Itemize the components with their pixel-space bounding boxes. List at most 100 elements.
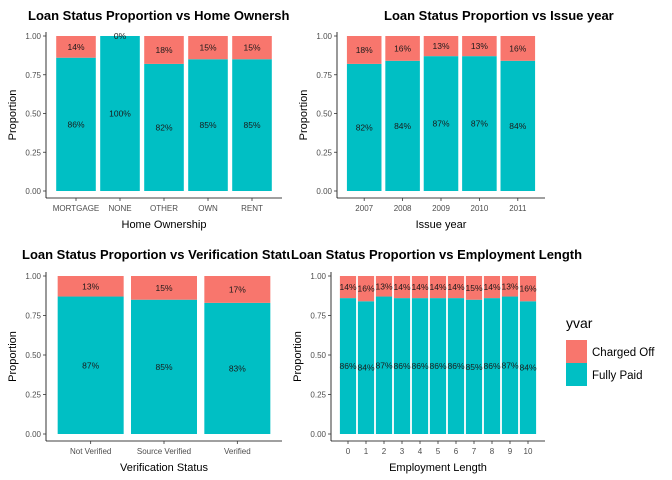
x-tick-label: 0 — [346, 447, 351, 456]
bar-fully-paid — [465, 299, 483, 434]
x-tick-label: 7 — [472, 447, 477, 456]
bar-charged-off — [447, 276, 465, 299]
y-axis-title: Proportion — [7, 90, 19, 141]
x-tick-label: 5 — [436, 447, 441, 456]
data-label-charged-off: 15% — [199, 43, 216, 53]
data-label-fully-paid: 87% — [432, 119, 449, 129]
data-label-fully-paid: 86% — [339, 361, 356, 371]
bar-charged-off — [423, 36, 459, 57]
data-label-fully-paid: 86% — [67, 119, 84, 129]
bar-fully-paid — [411, 298, 429, 434]
bar-fully-paid — [357, 301, 375, 434]
bar-charged-off — [56, 36, 96, 58]
x-tick-label: 8 — [490, 447, 495, 456]
x-axis-title: Verification Status — [120, 462, 209, 474]
data-label-fully-paid: 87% — [375, 360, 392, 370]
bar-charged-off — [232, 36, 272, 60]
y-tick-label: 0.50 — [25, 351, 41, 360]
data-label-charged-off: 14% — [411, 282, 428, 292]
y-tick-label: 1.00 — [25, 32, 41, 41]
bar-charged-off — [501, 276, 519, 297]
x-tick-label: Source Verified — [137, 447, 191, 456]
data-label-charged-off: 18% — [356, 45, 373, 55]
bar-charged-off — [131, 276, 197, 300]
data-label-charged-off: 13% — [375, 281, 392, 291]
x-axis-title: Employment Length — [389, 462, 487, 474]
data-label-charged-off: 16% — [394, 43, 411, 53]
x-tick-label: RENT — [241, 204, 263, 213]
bar-charged-off — [519, 276, 537, 302]
data-label-fully-paid: 85% — [243, 120, 260, 130]
x-tick-label: 2008 — [394, 204, 412, 213]
bar-charged-off — [188, 36, 228, 60]
x-axis-title: Issue year — [416, 219, 467, 231]
x-tick-label: NONE — [108, 204, 131, 213]
bar-charged-off — [393, 276, 411, 299]
bar-charged-off — [375, 276, 393, 297]
bar-fully-paid — [483, 298, 501, 434]
y-tick-label: 0.25 — [310, 391, 326, 400]
data-label-fully-paid: 82% — [155, 122, 172, 132]
data-label-fully-paid: 86% — [447, 361, 464, 371]
bar-fully-paid — [500, 60, 536, 191]
x-tick-label: 2009 — [432, 204, 450, 213]
data-label-fully-paid: 86% — [393, 361, 410, 371]
panel-title: Loan Status Proportion vs Home Ownership — [28, 8, 301, 23]
data-label-fully-paid: 83% — [229, 363, 246, 373]
bar-fully-paid — [57, 296, 124, 434]
y-tick-label: 0.50 — [25, 110, 41, 119]
data-label-fully-paid: 87% — [501, 360, 518, 370]
chart-panel-2: Loan Status Proportion vs Issue year 0.00… — [298, 8, 614, 231]
panel-title: Loan Status Proportion vs Verification S… — [22, 247, 302, 262]
data-label-charged-off: 16% — [519, 284, 536, 294]
bar-charged-off — [57, 276, 124, 297]
bar-charged-off — [411, 276, 429, 299]
data-label-charged-off: 17% — [229, 284, 246, 294]
data-label-fully-paid: 84% — [519, 363, 536, 373]
data-label-fully-paid: 87% — [82, 360, 99, 370]
data-label-charged-off: 16% — [357, 284, 374, 294]
data-label-fully-paid: 87% — [471, 119, 488, 129]
y-tick-label: 0.00 — [25, 430, 41, 439]
data-label-charged-off: 13% — [471, 41, 488, 51]
bar-charged-off — [144, 36, 184, 64]
data-label-fully-paid: 86% — [429, 361, 446, 371]
data-label-fully-paid: 86% — [411, 361, 428, 371]
bar-charged-off — [483, 276, 501, 299]
y-axis-title: Proportion — [292, 331, 304, 382]
y-tick-label: 0.50 — [310, 351, 326, 360]
bar-fully-paid — [100, 36, 140, 191]
bar-fully-paid — [519, 301, 537, 434]
x-tick-label: 10 — [524, 447, 533, 456]
bar-fully-paid — [56, 57, 96, 192]
data-label-charged-off: 18% — [155, 45, 172, 55]
y-tick-label: 0.00 — [316, 187, 332, 196]
y-tick-label: 1.00 — [310, 272, 326, 281]
bar-fully-paid — [131, 299, 197, 434]
panel-title: Loan Status Proportion vs Employment Len… — [291, 247, 582, 262]
chart-panel-3: Loan Status Proportion vs Verification S… — [7, 247, 302, 474]
x-tick-label: 4 — [418, 447, 423, 456]
legend-swatch-charged-off — [566, 340, 587, 363]
data-label-charged-off: 15% — [155, 283, 172, 293]
bar-fully-paid — [339, 298, 357, 434]
x-tick-label: 9 — [508, 447, 513, 456]
y-tick-label: 0.50 — [316, 110, 332, 119]
bar-fully-paid — [144, 63, 184, 191]
x-tick-label: Not Verified — [70, 447, 111, 456]
data-label-charged-off: 13% — [501, 281, 518, 291]
bar-charged-off — [346, 36, 382, 64]
data-label-charged-off: 13% — [82, 281, 99, 291]
y-tick-label: 0.00 — [310, 430, 326, 439]
bar-fully-paid — [501, 296, 519, 434]
data-label-fully-paid: 85% — [199, 120, 216, 130]
x-tick-label: 1 — [364, 447, 369, 456]
legend-label-fully-paid: Fully Paid — [592, 370, 643, 382]
y-tick-label: 1.00 — [25, 272, 41, 281]
chart-panels: Loan Status Proportion vs Home Ownership… — [7, 8, 614, 474]
data-label-fully-paid: 82% — [356, 122, 373, 132]
x-tick-label: OWN — [198, 204, 218, 213]
bar-charged-off — [339, 276, 357, 299]
y-tick-label: 0.75 — [25, 312, 41, 321]
